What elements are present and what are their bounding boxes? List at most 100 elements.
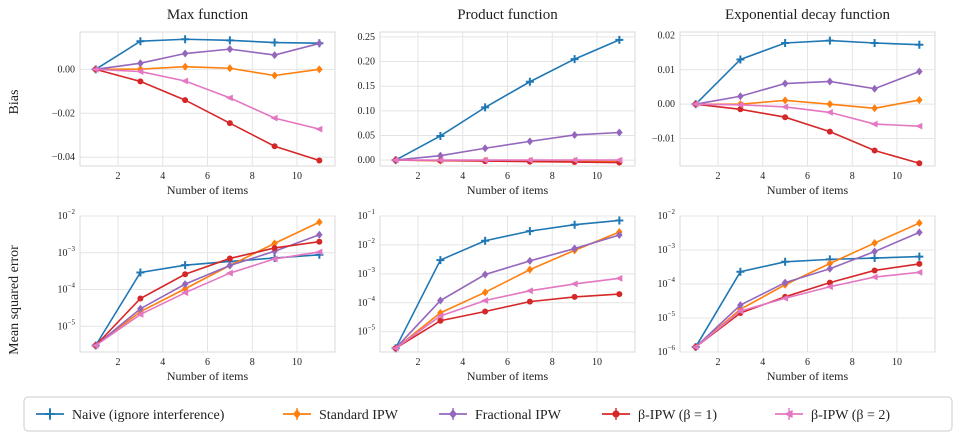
data-point-fractional	[526, 256, 534, 265]
panel-title: Exponential decay function	[725, 7, 890, 23]
legend-marker-fractional	[449, 409, 457, 419]
data-point-fractional	[781, 278, 789, 287]
data-point-beta2	[481, 156, 489, 164]
legend: Naive (ignore interference) Standard IPW F…	[23, 396, 953, 432]
data-point-naive	[781, 38, 790, 47]
y-tick-label: 10−5	[358, 324, 376, 338]
series-line-fractional	[395, 131, 620, 161]
data-point-beta2	[915, 122, 923, 130]
y-tick-label: 10−3	[358, 266, 376, 280]
data-point-beta2	[781, 294, 789, 302]
data-point-naive	[736, 55, 745, 64]
data-point-beta2	[91, 65, 99, 73]
data-point-beta2	[270, 255, 278, 263]
data-point-fractional	[616, 128, 623, 137]
data-point-fractional	[226, 45, 234, 54]
series-line-fractional	[395, 234, 620, 349]
series-line-fractional	[95, 42, 320, 71]
panel-6: 2 4 6 8 10 10−6 10−5 10−4 10−3 10−2 Number of item…	[658, 208, 936, 383]
data-point-fractional	[181, 49, 189, 58]
data-point-fractional	[781, 79, 789, 88]
series-line-naive	[95, 38, 320, 71]
series-line-standard	[95, 221, 320, 347]
series-beta2	[91, 248, 323, 349]
data-point-fractional	[826, 77, 834, 86]
data-point-fractional	[137, 304, 144, 313]
y-tick-label: −0.02	[52, 108, 75, 119]
series-beta2	[691, 268, 923, 351]
x-tick-label: 8	[550, 171, 555, 182]
x-tick-label: 10	[292, 357, 302, 368]
data-point-fractional	[437, 296, 444, 305]
panel-3: 2 4 6 8 10 0.02 0.01 0.00 −0.01 Exponential decay…	[652, 7, 936, 197]
data-point-beta2	[136, 311, 144, 318]
x-tick-label: 8	[850, 357, 855, 368]
y-tick-label: 0.10	[358, 106, 376, 117]
series-line-fractional	[695, 231, 920, 348]
series-beta1	[92, 238, 323, 349]
x-axis-label: Number of items	[467, 183, 549, 197]
data-point-naive	[781, 257, 790, 266]
data-point-standard	[871, 104, 878, 113]
data-point-fractional	[571, 130, 578, 139]
data-point-beta2	[225, 94, 233, 102]
x-tick-label: 4	[760, 357, 765, 368]
x-tick-label: 2	[716, 357, 721, 368]
data-point-beta1	[616, 291, 623, 298]
legend-marker-standard	[293, 409, 301, 419]
x-tick-label: 2	[716, 171, 721, 182]
y-tick-label: 10−4	[358, 295, 376, 309]
data-point-fractional	[316, 39, 323, 48]
data-point-beta2	[615, 156, 623, 164]
legend-item-beta2: β-IPW (β = 2)	[775, 408, 890, 423]
panel-4: 2 4 6 8 10 10−5 10−4 10−3 10−2 Number of items	[58, 208, 336, 383]
data-point-naive	[570, 55, 579, 64]
data-point-naive	[870, 38, 879, 47]
legend-label: Naive (ignore interference)	[72, 408, 225, 423]
y-tick-label: 10−2	[358, 237, 376, 251]
series-line-naive	[395, 39, 620, 161]
panel-title: Max function	[167, 7, 249, 23]
data-point-fractional	[226, 261, 234, 270]
data-point-beta1	[437, 317, 444, 324]
x-tick-label: 10	[592, 357, 602, 368]
data-point-standard	[181, 62, 189, 71]
data-point-beta1	[916, 260, 923, 267]
data-point-beta1	[782, 114, 789, 121]
legend-item-fractional: Fractional IPW	[439, 408, 562, 423]
data-point-beta2	[436, 312, 444, 320]
data-point-naive	[181, 35, 190, 44]
data-point-standard	[526, 265, 534, 274]
data-point-fractional	[616, 231, 623, 240]
y-tick-label: 10−3	[58, 245, 76, 259]
series-line-naive	[394, 219, 620, 349]
x-tick-label: 4	[460, 171, 465, 182]
data-point-beta2	[825, 109, 833, 116]
series-line-standard	[95, 65, 320, 77]
data-point-standard	[271, 239, 278, 248]
data-point-beta2	[225, 269, 233, 277]
panel-2: 2 4 6 8 10 0.00 0.05 0.10 0.15 0.20 0.25 Product fu…	[358, 7, 636, 197]
x-tick-label: 8	[250, 171, 255, 182]
legend-item-naive: Naive (ignore interference)	[36, 408, 225, 423]
data-point-standard	[316, 65, 323, 74]
data-point-beta2	[691, 343, 699, 351]
y-tick-label: −0.01	[652, 134, 675, 145]
data-point-beta1	[526, 298, 533, 305]
x-axis-label: Number of items	[767, 183, 849, 197]
y-tick-label: 0.00	[58, 64, 76, 75]
data-point-standard	[181, 284, 189, 293]
data-point-beta2	[915, 268, 923, 276]
x-tick-label: 8	[250, 357, 255, 368]
y-tick-label: 10−3	[658, 242, 676, 256]
data-point-fractional	[137, 59, 144, 68]
data-point-standard	[226, 64, 234, 73]
data-point-beta1	[182, 97, 189, 104]
data-point-naive	[481, 103, 490, 112]
data-point-fractional	[871, 247, 878, 256]
data-point-fractional	[481, 144, 489, 153]
series-line-beta1	[95, 68, 320, 162]
data-point-fractional	[871, 84, 878, 93]
data-point-standard	[916, 96, 923, 105]
series-beta2	[691, 100, 923, 130]
